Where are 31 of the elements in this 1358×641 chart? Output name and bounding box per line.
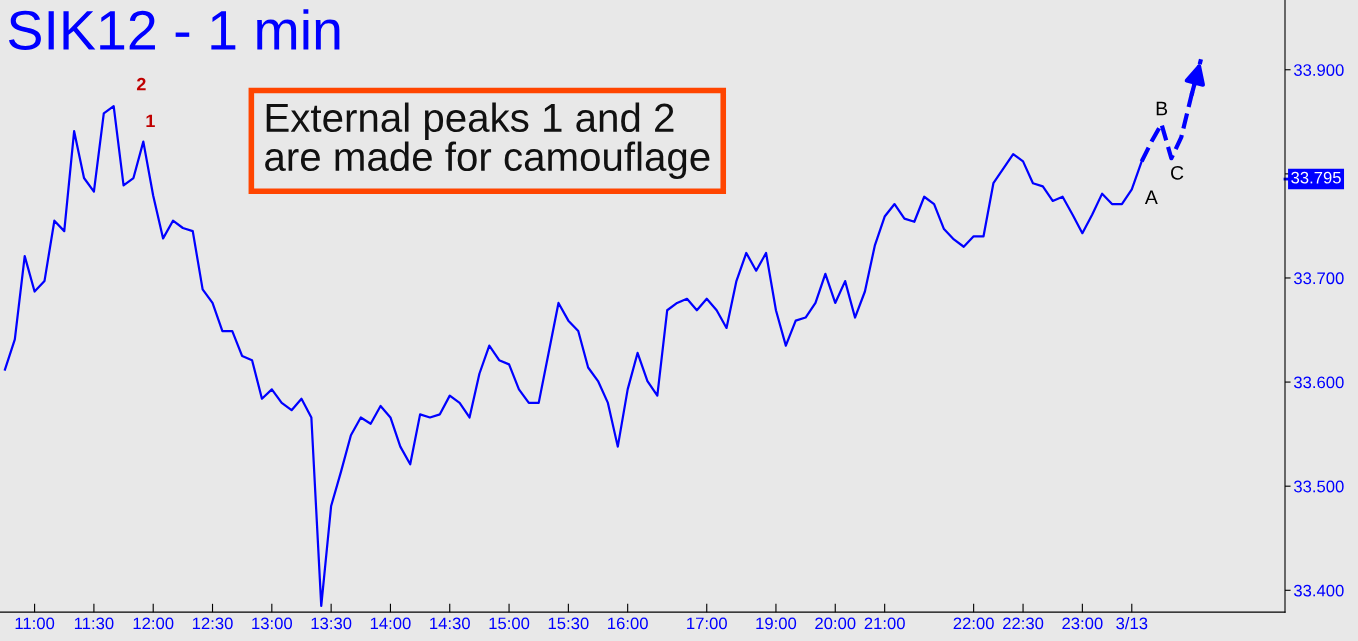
x-tick-label: 17:00 <box>687 617 727 630</box>
y-tick-label: 33.700 <box>1293 272 1344 285</box>
x-tick-label: 16:00 <box>608 617 648 630</box>
annotation: 2 <box>136 77 146 91</box>
x-tick-label: 14:30 <box>430 617 470 630</box>
x-tick-label: 11:30 <box>74 617 114 630</box>
y-tick-label: 33.600 <box>1293 376 1344 389</box>
chart-title: SIK12 - 1 min <box>8 9 340 50</box>
x-tick-label: 22:30 <box>1003 617 1044 630</box>
y-tick-label: 33.900 <box>1293 64 1344 76</box>
annotation: C <box>1171 165 1184 180</box>
x-tick-label: 21:00 <box>864 617 905 630</box>
x-tick-label: 22:00 <box>953 617 994 630</box>
annotation: B <box>1156 101 1168 116</box>
y-tick-label: 33.500 <box>1293 480 1344 493</box>
annotation: External peaks 1 and 2 are made for camouflage <box>265 102 710 180</box>
x-tick-label: 14:00 <box>370 617 411 630</box>
x-tick-label: 23:00 <box>1062 617 1103 630</box>
x-tick-label: 15:00 <box>489 617 530 630</box>
annotation: A <box>1144 190 1158 204</box>
x-tick-label: 13:00 <box>252 617 293 630</box>
y-tick-label: 33.400 <box>1293 584 1344 597</box>
x-tick-label: 3/13 <box>1116 617 1148 630</box>
annotation: 1 <box>146 114 155 128</box>
x-tick-label: 15:30 <box>548 617 589 630</box>
x-tick-label: 12:00 <box>133 617 174 630</box>
x-tick-label: 20:00 <box>815 617 856 630</box>
x-tick-label: 13:30 <box>311 617 352 630</box>
x-tick-label: 19:00 <box>756 617 797 630</box>
x-tick-label: 12:30 <box>192 617 233 630</box>
x-tick-label: 11:00 <box>15 617 55 630</box>
